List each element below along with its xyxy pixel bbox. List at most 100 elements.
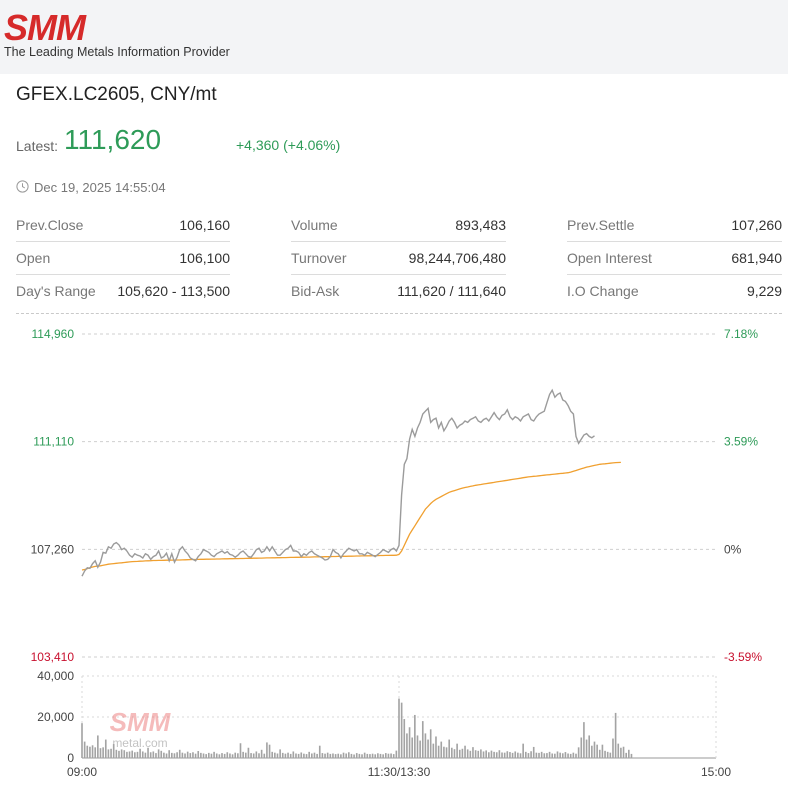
stat-volume: Volume 893,483 [291, 208, 506, 242]
volume-bar [163, 752, 165, 758]
volume-bar [115, 749, 118, 758]
volume-bar [358, 753, 361, 758]
volume-bar [99, 748, 102, 758]
volume-bar [152, 751, 155, 758]
volume-bar [591, 745, 593, 758]
volume-bar [160, 750, 163, 758]
volume-bar [377, 753, 379, 758]
volume-bar [514, 751, 517, 758]
stat-label: I.O Change [567, 283, 639, 299]
volume-bar [572, 752, 575, 758]
volume-bar [202, 753, 205, 758]
volume-bar [250, 753, 252, 758]
volume-bar [284, 753, 287, 758]
volume-bar [501, 752, 503, 758]
volume-bar [509, 752, 511, 758]
volume-bar [456, 743, 458, 758]
stat-label: Open Interest [567, 250, 652, 266]
stat-days-range: Day's Range 105,620 - 113,500 [16, 274, 230, 307]
stat-value: 106,160 [179, 217, 230, 233]
volume-bar [480, 749, 482, 758]
volume-bar [535, 752, 538, 758]
volume-bar [144, 752, 147, 758]
volume-bar [551, 753, 554, 758]
volume-bar [498, 750, 501, 758]
stat-turnover: Turnover 98,244,706,480 [291, 241, 506, 275]
volume-bar [237, 753, 239, 758]
stat-bid-ask: Bid-Ask 111,620 / 111,640 [291, 274, 506, 307]
smm-logo[interactable]: SMM [4, 8, 98, 46]
volume-bar [469, 750, 472, 758]
volume-bar [260, 749, 263, 758]
volume-bar [242, 751, 244, 758]
volume-bar [186, 751, 189, 758]
volume-bar [458, 749, 461, 758]
stat-value: 105,620 - 113,500 [117, 283, 230, 299]
average-price-line [81, 461, 621, 571]
volume-bar [427, 739, 429, 758]
volume-bar [392, 754, 395, 758]
volume-bar [554, 753, 556, 758]
stat-prev-close: Prev.Close 106,160 [16, 208, 230, 242]
volume-bar [429, 729, 432, 758]
volume-bar [414, 714, 416, 758]
volume-bar [506, 751, 509, 758]
volume-bar [580, 737, 583, 758]
volume-bar [134, 752, 136, 758]
volume-bar [527, 753, 530, 758]
volume-bar [432, 743, 435, 758]
stat-label: Turnover [291, 250, 347, 266]
volume-bar [173, 753, 176, 758]
stat-value: 681,940 [731, 250, 782, 266]
stat-label: Volume [291, 217, 338, 233]
volume-bar [493, 751, 495, 758]
clock-icon [16, 180, 29, 193]
volume-bar [390, 753, 392, 758]
volume-bar [617, 743, 620, 758]
volume-bar [178, 749, 181, 758]
volume-bar [107, 749, 110, 758]
stat-value: 111,620 / 111,640 [397, 283, 506, 299]
volume-bar [189, 753, 192, 758]
volume-bar [324, 753, 326, 758]
volume-bar [485, 750, 487, 758]
volume-bar [266, 742, 268, 758]
volume-bar [522, 743, 524, 758]
time-axis-label: 09:00 [67, 765, 97, 779]
time-axis-label: 15:00 [701, 765, 731, 779]
volume-bar [519, 753, 522, 758]
volume-bar [342, 752, 345, 758]
volume-bar [223, 753, 226, 758]
volume-bar [384, 753, 387, 758]
volume-bar [197, 751, 200, 758]
volume-bar [609, 752, 612, 758]
volume-bar [200, 752, 202, 758]
volume-bar [355, 753, 358, 758]
volume-bar [120, 749, 123, 758]
volume-bar [126, 751, 128, 758]
volume-bar [244, 752, 247, 758]
volume-bar [141, 751, 144, 758]
volume-bar [403, 719, 406, 758]
volume-bar [329, 753, 332, 758]
volume-bar [490, 750, 493, 758]
percent-tick-label: 0% [724, 542, 742, 556]
volume-bar [147, 747, 149, 758]
volume-bar [97, 735, 99, 758]
volume-bar [311, 753, 313, 758]
volume-bar [110, 748, 112, 758]
volume-tick-label: 20,000 [37, 710, 74, 724]
volume-bar [184, 753, 186, 758]
section-divider [16, 313, 782, 314]
volume-bar [559, 752, 561, 758]
volume-bar [91, 745, 94, 758]
instrument-title: GFEX.LC2605, CNY/mt [16, 84, 217, 105]
volume-bar [229, 753, 231, 758]
volume-bar [118, 750, 120, 758]
volume-bar [361, 754, 363, 758]
volume-bar [171, 752, 173, 758]
volume-bar [546, 753, 548, 758]
volume-bar [131, 750, 134, 758]
volume-bar [503, 752, 506, 758]
